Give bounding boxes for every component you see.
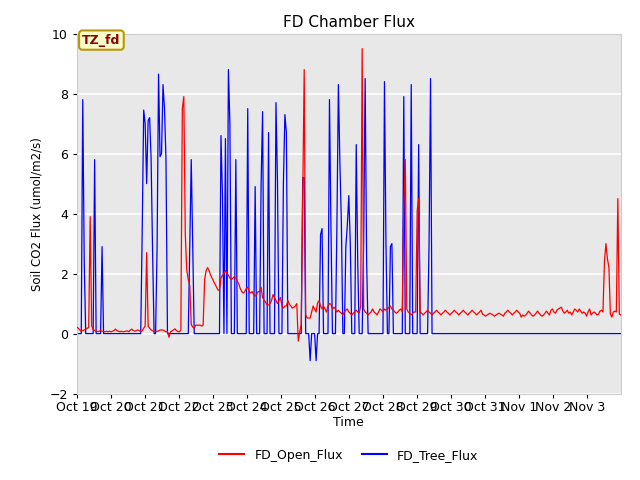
X-axis label: Time: Time: [333, 416, 364, 429]
Y-axis label: Soil CO2 Flux (umol/m2/s): Soil CO2 Flux (umol/m2/s): [31, 137, 44, 290]
Title: FD Chamber Flux: FD Chamber Flux: [283, 15, 415, 30]
Text: TZ_fd: TZ_fd: [82, 34, 120, 47]
Legend: FD_Open_Flux, FD_Tree_Flux: FD_Open_Flux, FD_Tree_Flux: [214, 444, 483, 467]
